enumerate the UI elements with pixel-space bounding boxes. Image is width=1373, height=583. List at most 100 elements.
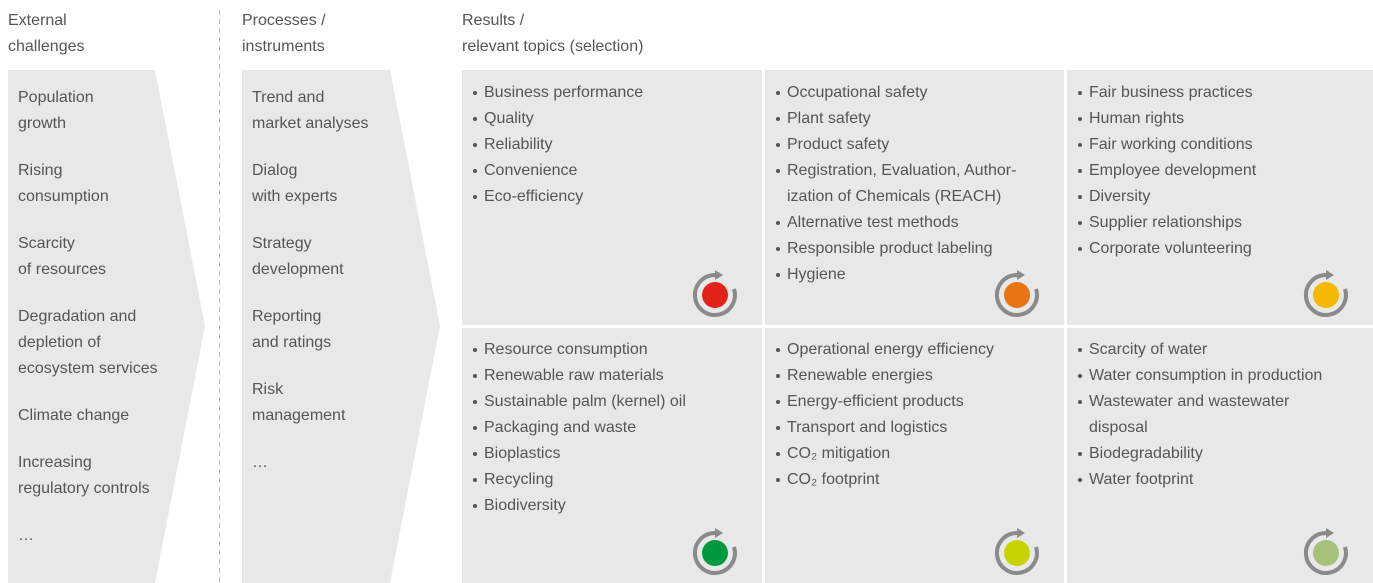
- icon-core: [702, 282, 728, 308]
- item-line: depletion of: [18, 334, 101, 351]
- header-line: Processes /: [242, 12, 326, 29]
- icon-core: [702, 540, 728, 566]
- topic-cell: Operational energy efficiency Renewable e…: [765, 328, 1064, 583]
- topic-item: Employee development: [1077, 158, 1373, 184]
- topic-item: Resource consumption: [472, 337, 762, 363]
- topic-item: Supplier relationships: [1077, 210, 1373, 236]
- topic-line: Convenience: [484, 162, 578, 179]
- topic-line: disposal: [1089, 419, 1148, 436]
- topic-line: Fair business practices: [1089, 84, 1253, 101]
- bullet: [473, 374, 477, 378]
- topic-item: Recycling: [472, 467, 762, 493]
- bullet: [1078, 374, 1082, 378]
- item: Population growth: [18, 85, 158, 137]
- topic-item: Water consumption in production: [1077, 363, 1373, 389]
- item-line: ecosystem services: [18, 360, 158, 377]
- topic-line: Sustainable palm (kernel) oil: [484, 393, 686, 410]
- bullet: [1078, 169, 1082, 173]
- icon-core: [1004, 540, 1030, 566]
- topic-line: Corporate volunteering: [1089, 240, 1252, 257]
- topic-line: Wastewater and wastewater: [1089, 393, 1290, 410]
- topic-item: Sustainable palm (kernel) oil: [472, 389, 762, 415]
- item: Trend and market analyses: [252, 85, 369, 137]
- topic-item: Alternative test methods: [775, 210, 1064, 236]
- topic-item: Eco-efficiency: [472, 184, 762, 210]
- topic-line: Energy-efficient products: [787, 393, 964, 410]
- topic-cell: Scarcity of water Water consumption in pr…: [1067, 328, 1373, 583]
- item-line: growth: [18, 115, 67, 132]
- bullet: [776, 348, 780, 352]
- item-line: development: [252, 261, 344, 278]
- icon-core: [1313, 282, 1339, 308]
- topic-icon: [994, 528, 1039, 575]
- item-line: Increasing: [18, 454, 92, 471]
- topic-item: Transport and logistics: [775, 415, 1064, 441]
- item-line: management: [252, 407, 346, 424]
- topic-line: Responsible product labeling: [787, 240, 993, 257]
- topic-line: Biodiversity: [484, 497, 566, 514]
- ring: [692, 530, 737, 575]
- item-line: Climate change: [18, 407, 130, 424]
- topic-line: Supplier relationships: [1089, 214, 1242, 231]
- topic-line: CO₂ footprint: [787, 471, 880, 488]
- topic-item: Plant safety: [775, 106, 1064, 132]
- topic-item: Packaging and waste: [472, 415, 762, 441]
- bullet: [776, 221, 780, 225]
- column-items: Population growth Rising consumption Scarcit…: [18, 85, 158, 570]
- ring: [994, 272, 1039, 317]
- column-items: Trend and market analyses Dialog with exper…: [252, 85, 369, 497]
- header-line: challenges: [8, 38, 85, 55]
- item: Increasing regulatory controls: [18, 450, 158, 502]
- topic-line: Bioplastics: [484, 445, 561, 462]
- topic-item: Corporate volunteering: [1077, 236, 1373, 262]
- bullet: [776, 117, 780, 121]
- item-line: consumption: [18, 188, 109, 205]
- ring-arrow: [715, 270, 723, 280]
- item: …: [252, 450, 369, 476]
- bullet: [473, 426, 477, 430]
- item-line: Trend and: [252, 89, 325, 106]
- topic-item: Renewable energies: [775, 363, 1064, 389]
- item-line: Rising: [18, 162, 63, 179]
- ring-arrow: [715, 528, 723, 538]
- bullet: [776, 426, 780, 430]
- item: Dialog with experts: [252, 158, 369, 210]
- bullet: [776, 247, 780, 251]
- topic-line: Diversity: [1089, 188, 1151, 205]
- topic-item: Scarcity of water: [1077, 337, 1373, 363]
- item-line: market analyses: [252, 115, 369, 132]
- bullet: [776, 374, 780, 378]
- topic-line: Hygiene: [787, 266, 846, 283]
- topic-line: Scarcity of water: [1089, 341, 1208, 358]
- column-header: Processes / instruments: [242, 8, 326, 60]
- topic-line: Occupational safety: [787, 84, 928, 101]
- topic-icon: [1303, 270, 1348, 317]
- topic-line: Business performance: [484, 84, 644, 101]
- topic-item: Wastewater and wastewater disposal: [1077, 389, 1373, 441]
- topic-item: Responsible product labeling: [775, 236, 1064, 262]
- topic-line: Registration, Evaluation, Author-: [787, 162, 1017, 179]
- topic-icon: [1303, 528, 1348, 575]
- item: Climate change: [18, 403, 158, 429]
- topic-line: Recycling: [484, 471, 554, 488]
- header-line: relevant topics (selection): [462, 38, 644, 55]
- topic-cell: Occupational safety Plant safety Product s…: [765, 70, 1064, 325]
- bullet: [473, 452, 477, 456]
- header-line: Results /: [462, 12, 525, 29]
- bullet: [473, 117, 477, 121]
- topic-line: ization of Chemicals (REACH): [787, 188, 1002, 205]
- topic-line: Fair working conditions: [1089, 136, 1253, 153]
- topic-item: Biodiversity: [472, 493, 762, 519]
- topic-item: Bioplastics: [472, 441, 762, 467]
- topic-line: Employee development: [1089, 162, 1257, 179]
- bullet: [1078, 478, 1082, 482]
- icon-core: [1313, 540, 1339, 566]
- item-line: regulatory controls: [18, 480, 150, 497]
- topic-line: Biodegradability: [1089, 445, 1203, 462]
- arrow-shape: [242, 70, 440, 583]
- bullet: [776, 273, 780, 277]
- bullet: [776, 452, 780, 456]
- ring-arrow: [1326, 270, 1334, 280]
- item-line: Dialog: [252, 162, 298, 179]
